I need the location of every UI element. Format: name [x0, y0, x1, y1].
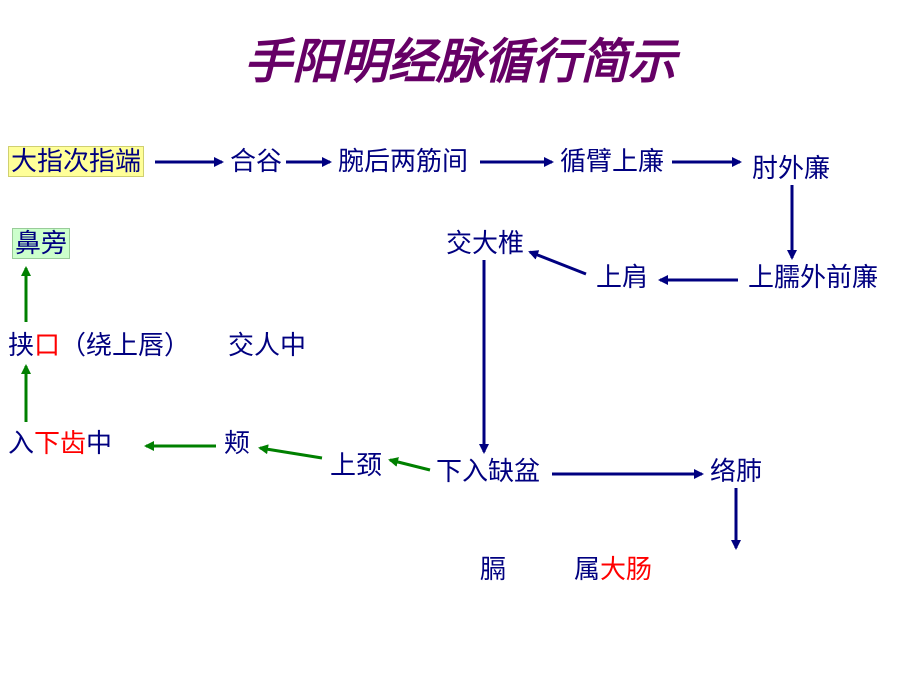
- node-n_zhouwai: 肘外廉: [752, 155, 830, 184]
- node-n_jia: 颊: [224, 430, 250, 459]
- arrow: [530, 252, 586, 274]
- node-text: 肘外廉: [752, 154, 830, 183]
- node-text: 口: [34, 331, 60, 360]
- node-n_ruxia: 入下齿中: [8, 430, 112, 459]
- node-n_shangjing: 上颈: [330, 452, 382, 481]
- node-n_shudachang: 属大肠: [574, 556, 652, 585]
- node-text: 属: [574, 555, 600, 584]
- node-text: 络肺: [710, 457, 762, 486]
- node-text: （绕上唇）: [60, 331, 190, 360]
- node-text: 循臂上廉: [560, 147, 664, 176]
- node-n_dazhui: 交大椎: [446, 230, 524, 259]
- node-text: 上肩: [596, 263, 648, 292]
- node-text: 下齿: [34, 429, 86, 458]
- node-n_bipang: 鼻旁: [12, 230, 70, 259]
- node-text: 大指次指端: [11, 147, 141, 176]
- node-n_hegu: 合谷: [230, 148, 282, 177]
- node-text: 膈: [480, 555, 506, 584]
- arrow: [260, 448, 322, 458]
- node-text: 颊: [224, 429, 250, 458]
- page-title: 手阳明经脉循行简示: [0, 22, 920, 92]
- node-text: 下入缺盆: [436, 457, 540, 486]
- node-n_renzhong: 交人中: [228, 332, 306, 361]
- node-text: 交人中: [228, 331, 306, 360]
- node-text: 合谷: [230, 147, 282, 176]
- node-text: 上颈: [330, 451, 382, 480]
- node-text: 鼻旁: [15, 229, 67, 258]
- node-n_luofei: 络肺: [710, 458, 762, 487]
- node-text: 中: [86, 429, 112, 458]
- node-text: 上臑外前廉: [748, 263, 878, 292]
- node-n_xunbi: 循臂上廉: [560, 148, 664, 177]
- node-text: 入: [8, 429, 34, 458]
- arrow: [390, 460, 430, 470]
- node-n_shangjian: 上肩: [596, 264, 648, 293]
- node-n_daci: 大指次指端: [8, 148, 144, 177]
- slide-root: 手阳明经脉循行简示 大指次指端 合谷 腕后两筋间 循臂上廉 肘外廉鼻旁 交大椎上肩 上臑外前…: [0, 0, 920, 690]
- node-n_wanhou: 腕后两筋间: [338, 148, 468, 177]
- node-text: 腕后两筋间: [338, 147, 468, 176]
- node-text: 交大椎: [446, 229, 524, 258]
- node-n_shangru: 上臑外前廉: [748, 264, 878, 293]
- node-n_ge: 膈: [480, 556, 506, 585]
- node-n_jiakou: 挟口（绕上唇）: [8, 332, 190, 361]
- node-text: 挟: [8, 331, 34, 360]
- node-n_xiapen: 下入缺盆: [436, 458, 540, 487]
- node-text: 大肠: [600, 555, 652, 584]
